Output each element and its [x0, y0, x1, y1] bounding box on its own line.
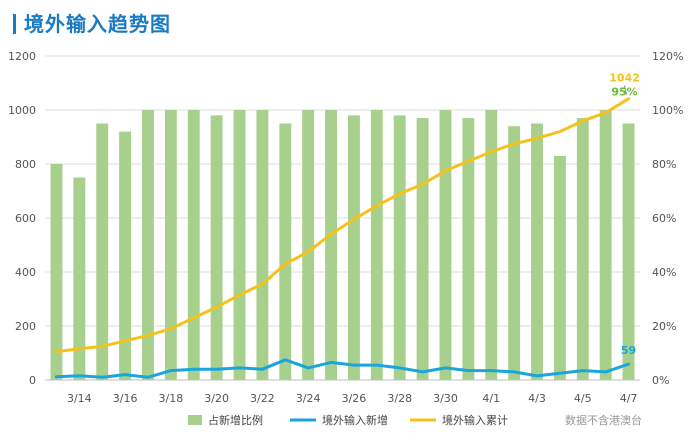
y-right-tick-label: 100% [652, 104, 683, 117]
y-right-tick-label: 40% [652, 266, 676, 279]
x-tick-label: 3/28 [387, 392, 412, 405]
annotation-leader-line [624, 85, 628, 95]
bar [325, 110, 338, 380]
bar [73, 177, 86, 380]
bar [96, 123, 109, 380]
bar [553, 155, 566, 380]
y-left-tick-label: 1000 [8, 104, 36, 117]
y-left-tick-label: 1200 [8, 50, 36, 63]
x-tick-label: 4/5 [574, 392, 592, 405]
title-accent [13, 14, 16, 34]
axes: 0 200 400 600 800 1000 1200 0% 20% 40% 60% 80% 100% 1… [8, 50, 683, 405]
legend-swatch [188, 415, 202, 425]
bar [210, 115, 223, 381]
x-tick-label: 3/14 [67, 392, 92, 405]
bar [256, 110, 269, 380]
y-left-tick-label: 800 [15, 158, 36, 171]
x-tick-label: 3/24 [296, 392, 321, 405]
bar [576, 118, 589, 380]
bar [119, 131, 132, 380]
bar [508, 126, 521, 380]
line-series [54, 97, 631, 379]
legend-entry: 境外输入新增 [322, 413, 388, 427]
legend-entry: 占新增比例 [208, 413, 263, 427]
bar [599, 110, 612, 380]
y-right-tick-label: 60% [652, 212, 676, 225]
bar [50, 164, 63, 380]
ratio-label: 95% [611, 86, 637, 99]
y-right-tick-label: 120% [652, 50, 683, 63]
y-left-tick-label: 400 [15, 266, 36, 279]
daily-new-label: 59 [621, 344, 636, 357]
bar [187, 110, 200, 380]
title-bar: 境外输入趋势图 [13, 13, 171, 35]
bar [370, 110, 383, 380]
bar [416, 118, 429, 380]
bar [233, 110, 246, 380]
bar [164, 110, 177, 380]
series-line [54, 97, 631, 354]
y-left-tick-label: 0 [29, 374, 36, 387]
grid-lines [45, 55, 640, 381]
y-left-tick-label: 600 [15, 212, 36, 225]
bar [531, 123, 543, 380]
y-right-tick-label: 0% [652, 374, 669, 387]
y-right-tick-label: 80% [652, 158, 676, 171]
y-right-tick-label: 20% [652, 320, 676, 333]
bar [439, 110, 452, 380]
bar [622, 123, 635, 380]
bar [302, 110, 315, 380]
y-left-tick-label: 200 [15, 320, 36, 333]
cumulative-total-label: 1042 [609, 72, 640, 85]
bar [393, 115, 406, 381]
x-tick-label: 4/1 [482, 392, 500, 405]
bar [142, 110, 154, 380]
chart-title: 境外输入趋势图 [24, 12, 171, 36]
bar [279, 123, 292, 380]
bar [462, 118, 475, 380]
bar-series [50, 110, 635, 381]
x-tick-label: 3/18 [159, 392, 184, 405]
series-line [54, 358, 631, 379]
source-note: 数据不含港澳台 [565, 413, 642, 427]
bar [485, 110, 498, 380]
x-tick-label: 4/3 [528, 392, 546, 405]
x-tick-label: 3/26 [342, 392, 367, 405]
legend-entry: 境外输入累计 [442, 413, 508, 427]
x-tick-label: 3/30 [433, 392, 458, 405]
x-tick-label: 3/20 [204, 392, 229, 405]
x-tick-label: 3/22 [250, 392, 275, 405]
bar [347, 115, 360, 381]
x-tick-label: 4/7 [620, 392, 638, 405]
legend: 占新增比例 境外输入新增 境外输入累计 [188, 413, 508, 427]
x-tick-label: 3/16 [113, 392, 138, 405]
